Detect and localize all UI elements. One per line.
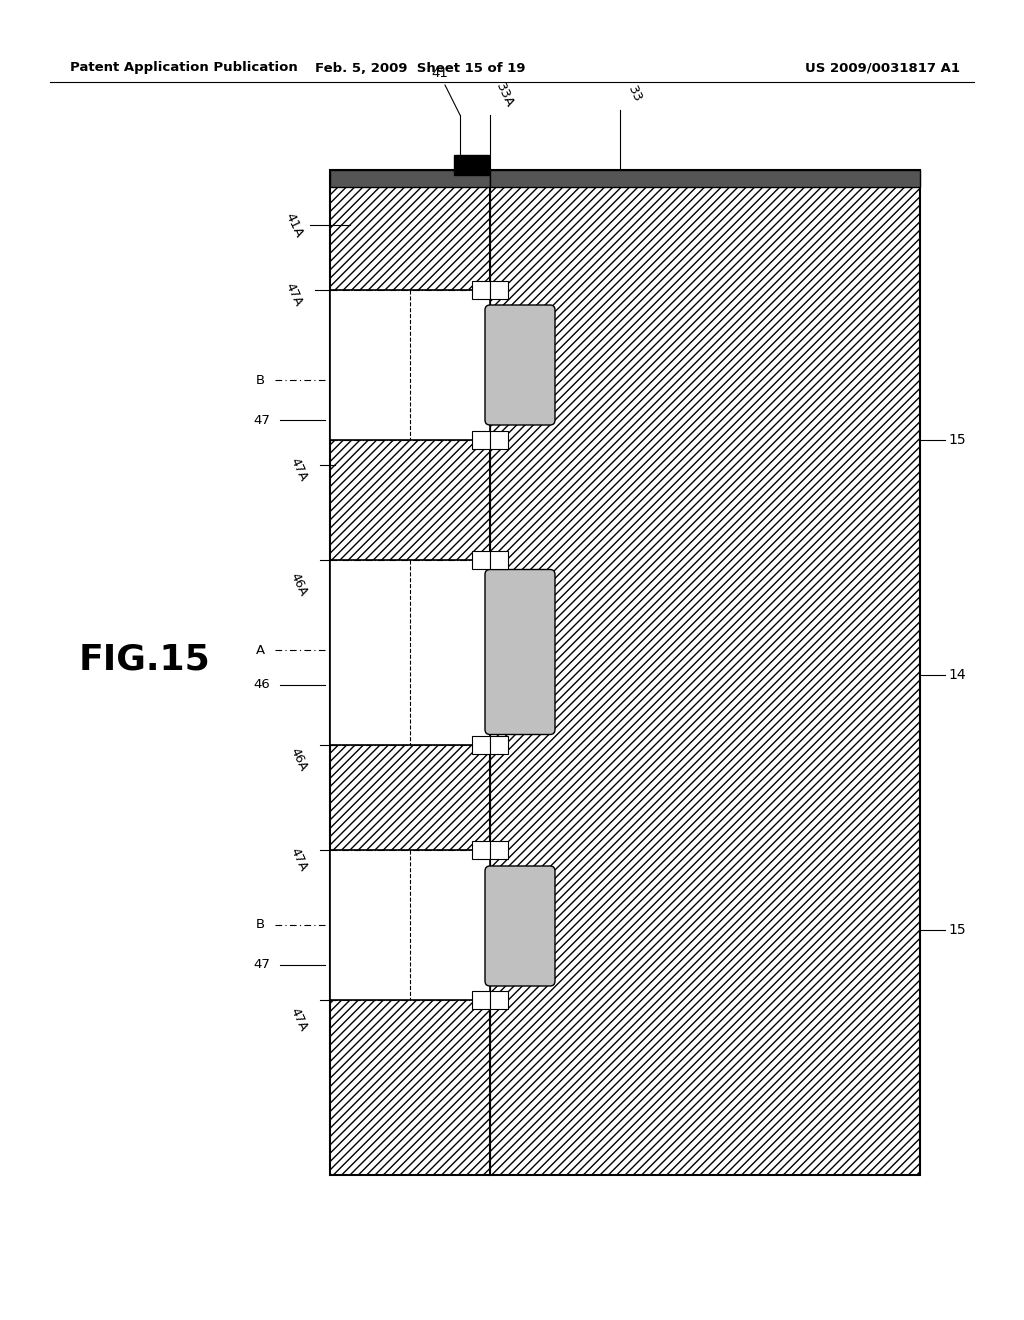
Text: 41: 41 xyxy=(431,67,449,81)
Text: B: B xyxy=(256,919,265,932)
Bar xyxy=(490,737,508,754)
Text: B: B xyxy=(256,374,265,387)
Text: 14: 14 xyxy=(948,668,966,682)
Text: 46A: 46A xyxy=(288,572,310,599)
Bar xyxy=(490,991,508,1008)
Bar xyxy=(472,432,490,449)
Text: US 2009/0031817 A1: US 2009/0031817 A1 xyxy=(805,62,961,74)
Text: FIG.15: FIG.15 xyxy=(79,643,211,677)
Bar xyxy=(472,737,490,754)
FancyBboxPatch shape xyxy=(485,569,555,734)
Text: 15: 15 xyxy=(948,433,966,447)
Bar xyxy=(472,550,490,569)
Text: 15: 15 xyxy=(948,923,966,937)
Text: 33: 33 xyxy=(625,84,644,106)
Bar xyxy=(330,170,490,1175)
Text: 47A: 47A xyxy=(288,846,310,874)
Bar xyxy=(490,170,920,187)
Bar xyxy=(490,841,508,859)
Bar xyxy=(454,154,489,176)
Text: A: A xyxy=(256,644,265,656)
Bar xyxy=(490,281,508,300)
Bar xyxy=(330,850,490,1001)
Bar xyxy=(330,560,490,744)
Text: 47A: 47A xyxy=(283,281,305,309)
Text: 47A: 47A xyxy=(288,457,310,484)
FancyBboxPatch shape xyxy=(485,866,555,986)
Bar xyxy=(490,550,508,569)
Text: Feb. 5, 2009  Sheet 15 of 19: Feb. 5, 2009 Sheet 15 of 19 xyxy=(314,62,525,74)
FancyBboxPatch shape xyxy=(485,305,555,425)
Text: 47: 47 xyxy=(253,413,270,426)
Text: 47: 47 xyxy=(253,958,270,972)
Text: 46A: 46A xyxy=(288,746,310,774)
Bar xyxy=(490,432,508,449)
Text: 47A: 47A xyxy=(288,1006,310,1034)
Bar xyxy=(330,170,490,187)
Text: Patent Application Publication: Patent Application Publication xyxy=(70,62,298,74)
Text: 46: 46 xyxy=(253,678,270,692)
Bar xyxy=(472,991,490,1008)
Text: 33A: 33A xyxy=(493,81,516,110)
Bar xyxy=(472,841,490,859)
Bar xyxy=(472,281,490,300)
Bar xyxy=(490,170,920,1175)
Bar xyxy=(330,290,490,440)
Text: 41A: 41A xyxy=(283,210,305,239)
